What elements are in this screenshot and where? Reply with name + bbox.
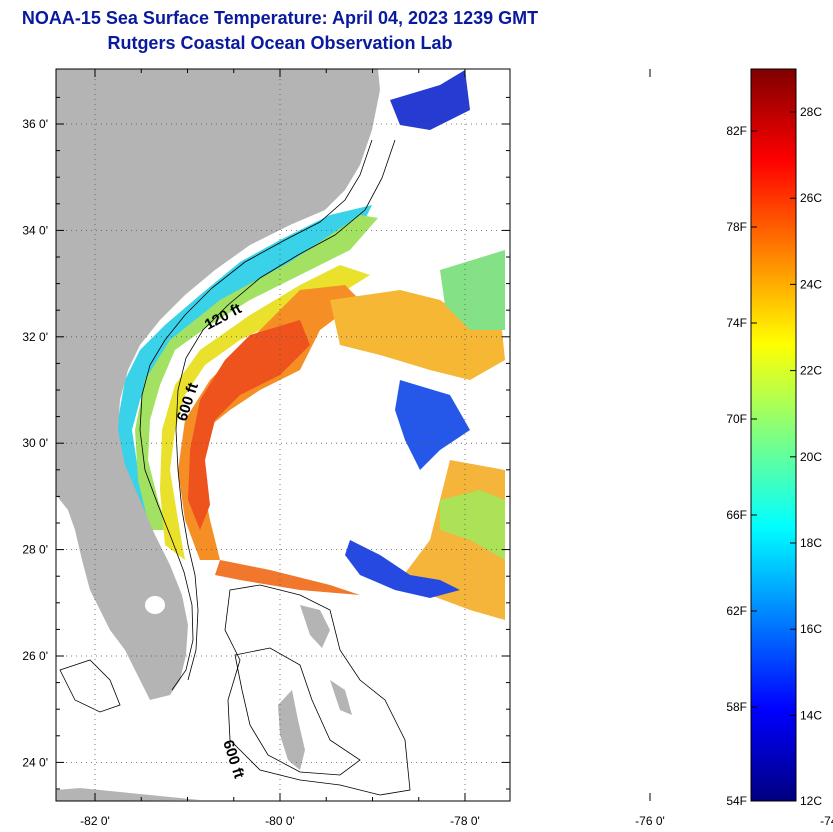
latitude-labels: 36 0' 34 0' 32 0' 30 0' 28 0' 26 0' 24 0'	[22, 117, 48, 769]
lat-label: 26 0'	[22, 649, 48, 663]
colorbar-c-label: 14C	[800, 708, 822, 722]
title-line1: NOAA-15 Sea Surface Temperature: April 0…	[21, 8, 539, 28]
lat-label: 32 0'	[22, 330, 48, 344]
lat-label: 28 0'	[22, 543, 48, 557]
bathymetry-contours	[59, 139, 411, 796]
bahamas-contour-inner	[234, 647, 361, 776]
cuba-land	[56, 788, 200, 801]
lon-label: -78 0'	[450, 814, 480, 828]
colorbar-f-label: 74F	[726, 316, 747, 330]
map-frame	[55, 68, 511, 802]
lon-label: -74 0'	[820, 814, 833, 828]
florida-keys-contour	[59, 659, 121, 713]
colorbar-f-label: 66F	[726, 508, 747, 522]
bahamas-andros	[278, 690, 305, 770]
colorbar-f-label: 58F	[726, 700, 747, 714]
shelf-south-orange	[215, 560, 360, 595]
cold-patch-north	[390, 70, 470, 130]
longitude-labels: -82 0' -80 0' -78 0' -76 0' -74 0'	[80, 814, 833, 828]
colorbar-c-label: 20C	[800, 450, 822, 464]
land-layer	[56, 69, 380, 801]
axis-ticks	[56, 69, 651, 801]
lon-label: -76 0'	[635, 814, 665, 828]
colorbar-ticks	[751, 111, 796, 802]
colorbar-fahrenheit-labels: 82F 78F 74F 70F 66F 62F 58F 54F	[726, 124, 747, 808]
colorbar-c-label: 26C	[800, 191, 822, 205]
colorbar-f-label: 78F	[726, 220, 747, 234]
bahamas-abaco	[300, 605, 330, 648]
offshore-warm-east	[330, 290, 505, 380]
colorbar-c-label: 12C	[800, 794, 822, 808]
lake-okeechobee	[145, 596, 165, 614]
colorbar-c-label: 18C	[800, 536, 822, 550]
contour-label-600ft-bahamas: 600 ft	[219, 738, 247, 781]
colorbar-f-label: 62F	[726, 604, 747, 618]
lon-label: -80 0'	[265, 814, 295, 828]
colorbar-f-label: 82F	[726, 124, 747, 138]
colorbar	[750, 68, 797, 802]
colorbar-c-label: 28C	[800, 105, 822, 119]
title-line2: Rutgers Coastal Ocean Observation Lab	[107, 33, 453, 53]
colorbar-c-label: 22C	[800, 364, 822, 378]
bahamas-contour	[224, 584, 411, 796]
lat-label: 36 0'	[22, 117, 48, 131]
contour-120ft	[139, 139, 373, 691]
offshore-green-east	[440, 250, 505, 330]
bahamas-eleuthera	[330, 680, 352, 715]
colorbar-c-label: 24C	[800, 277, 822, 291]
map-grid	[56, 69, 510, 801]
gulf-stream-core	[188, 320, 310, 530]
lat-label: 30 0'	[22, 436, 48, 450]
lat-label: 24 0'	[22, 755, 48, 769]
sst-green-south	[440, 490, 505, 560]
cold-intrusion-south	[345, 540, 460, 598]
colorbar-c-label: 16C	[800, 622, 822, 636]
lat-label: 34 0'	[22, 223, 48, 237]
outer-shelf-yellow	[160, 265, 370, 560]
contour-600ft	[175, 139, 396, 681]
colorbar-f-label: 70F	[726, 412, 747, 426]
us-east-coast-land	[56, 69, 380, 700]
cold-intrusion-east	[395, 380, 470, 470]
sst-data-layer	[112, 70, 505, 620]
colorbar-f-label: 54F	[726, 794, 747, 808]
colorbar-celsius-labels: 28C 26C 24C 22C 20C 18C 16C 14C 12C	[800, 105, 822, 808]
lon-label: -82 0'	[80, 814, 110, 828]
